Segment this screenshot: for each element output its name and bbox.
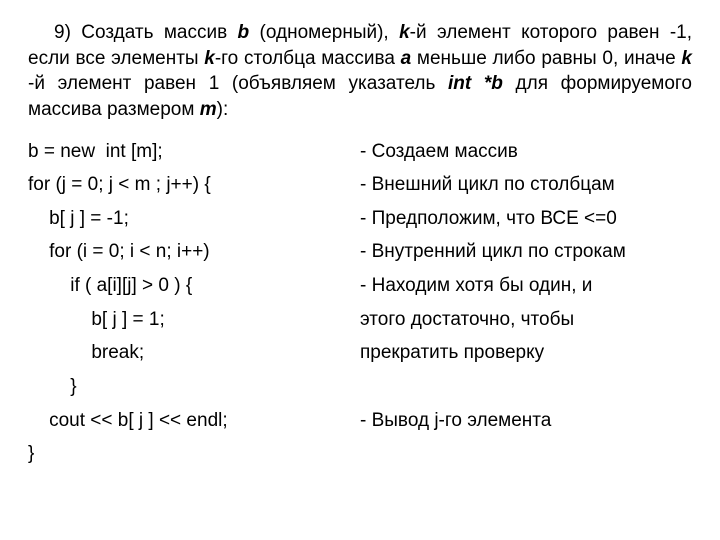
code-cell: break; xyxy=(28,336,360,370)
var-k3: k xyxy=(681,48,692,69)
var-k1: k xyxy=(399,22,410,43)
note-cell: прекратить проверку xyxy=(360,336,692,370)
code-row: } xyxy=(28,370,692,404)
intro-paragraph: 9) Создать массив b (одномерный), k-й эл… xyxy=(28,20,692,123)
code-cell: for (j = 0; j < m ; j++) { xyxy=(28,168,360,202)
note-cell: - Предположим, что ВСЕ <=0 xyxy=(360,202,692,236)
code-cell: b = new int [m]; xyxy=(28,135,360,169)
code-cell: } xyxy=(28,437,360,471)
task-number: 9 xyxy=(54,22,65,43)
code-cell: for (i = 0; i < n; i++) xyxy=(28,235,360,269)
var-b: b xyxy=(238,22,250,43)
code-row: for (j = 0; j < m ; j++) {- Внешний цикл… xyxy=(28,168,692,202)
code-cell: b[ j ] = -1; xyxy=(28,202,360,236)
var-m: m xyxy=(200,99,217,120)
note-cell: - Находим хотя бы один, и xyxy=(360,269,692,303)
note-cell: - Внешний цикл по столбцам xyxy=(360,168,692,202)
note-cell: - Вывод j-го элемента xyxy=(360,404,692,438)
code-row: b = new int [m];- Создаем массив xyxy=(28,135,692,169)
code-cell: b[ j ] = 1; xyxy=(28,303,360,337)
code-row: break; прекратить проверку xyxy=(28,336,692,370)
var-a: a xyxy=(401,48,412,69)
code-row: if ( a[i][j] > 0 ) {- Находим хотя бы од… xyxy=(28,269,692,303)
var-intb: int *b xyxy=(448,73,503,94)
code-row: b[ j ] = -1;- Предположим, что ВСЕ <=0 xyxy=(28,202,692,236)
note-cell: этого достаточно, чтобы xyxy=(360,303,692,337)
code-cell: cout << b[ j ] << endl; xyxy=(28,404,360,438)
code-row: for (i = 0; i < n; i++)- Внутренний цикл… xyxy=(28,235,692,269)
document-page: 9) Создать массив b (одномерный), k-й эл… xyxy=(0,0,720,491)
code-cell: } xyxy=(28,370,360,404)
note-cell: - Внутренний цикл по строкам xyxy=(360,235,692,269)
code-table: b = new int [m];- Создаем массивfor (j =… xyxy=(28,135,692,471)
note-cell xyxy=(360,370,692,404)
note-cell: - Создаем массив xyxy=(360,135,692,169)
var-k2: k xyxy=(204,48,215,69)
note-cell xyxy=(360,437,692,471)
code-row: cout << b[ j ] << endl;- Вывод j-го элем… xyxy=(28,404,692,438)
code-row: b[ j ] = 1; этого достаточно, чтобы xyxy=(28,303,692,337)
code-cell: if ( a[i][j] > 0 ) { xyxy=(28,269,360,303)
code-row: } xyxy=(28,437,692,471)
